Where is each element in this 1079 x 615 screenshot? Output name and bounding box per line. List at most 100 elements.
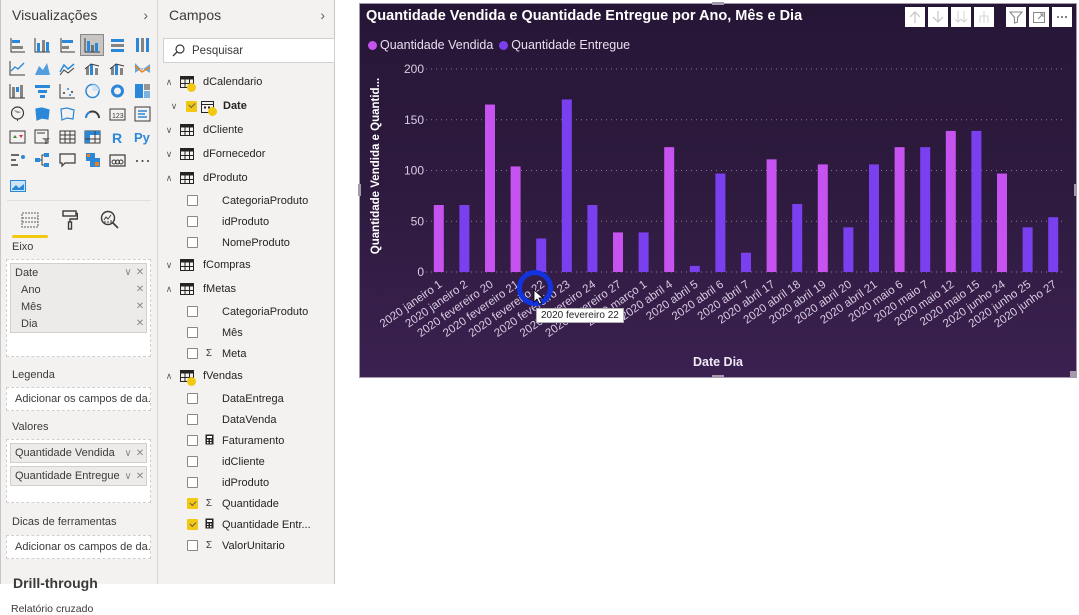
donut-icon[interactable]: [106, 81, 128, 101]
field-idproduto[interactable]: idProduto: [158, 211, 334, 232]
more-icon[interactable]: [131, 150, 153, 170]
resize-handle-corner[interactable]: [1070, 371, 1076, 377]
bar-entregue[interactable]: [561, 99, 572, 272]
chevron-down-icon[interactable]: ∨: [165, 259, 173, 270]
remove-icon[interactable]: ✕: [135, 301, 145, 312]
axis-field-ano[interactable]: Ano ✕: [21, 283, 145, 296]
line-clustered-column-icon[interactable]: [81, 58, 103, 78]
bar-vendida[interactable]: [664, 147, 675, 272]
filter-icon[interactable]: [1006, 7, 1026, 27]
field-quantidade-entr-[interactable]: Quantidade Entr...: [158, 514, 334, 535]
bar-entregue[interactable]: [587, 205, 598, 272]
fields-search-box[interactable]: [163, 38, 335, 63]
clustered-column-chart-visual[interactable]: Quantidade Vendida e Quantidade Entregue…: [358, 2, 1078, 379]
field-m-s[interactable]: Mês: [158, 322, 334, 343]
bar-vendida[interactable]: [766, 159, 777, 272]
bar-entregue[interactable]: [1048, 217, 1059, 272]
table-dproduto[interactable]: ∧ dProduto: [158, 166, 334, 190]
field-faturamento[interactable]: Faturamento: [158, 430, 334, 451]
checkbox[interactable]: [187, 237, 198, 248]
date-hierarchy-field[interactable]: Date ∨ ✕ Ano ✕ Mês ✕ Dia ✕: [10, 263, 147, 333]
field-valorunitario[interactable]: Σ ValorUnitario: [158, 535, 334, 556]
checkbox[interactable]: [187, 498, 198, 509]
100-stacked-bar-icon[interactable]: [106, 35, 128, 55]
bar-vendida[interactable]: [433, 205, 444, 272]
python-visual-icon[interactable]: Py: [131, 127, 153, 147]
checkbox[interactable]: [187, 456, 198, 467]
checkbox[interactable]: [187, 195, 198, 206]
bar-entregue[interactable]: [843, 227, 854, 272]
bar-entregue[interactable]: [920, 147, 931, 272]
values-well[interactable]: Quantidade Vendida ∨ ✕ Quantidade Entreg…: [6, 439, 151, 503]
bar-entregue[interactable]: [869, 164, 879, 272]
chevron-down-icon[interactable]: ∨: [124, 267, 132, 278]
checkbox[interactable]: [186, 100, 197, 112]
bar-entregue[interactable]: [638, 232, 649, 272]
value-field-quantidade-vendida[interactable]: Quantidade Vendida ∨ ✕: [10, 443, 147, 463]
stacked-column-icon[interactable]: [31, 35, 53, 55]
field-dataentrega[interactable]: DataEntrega: [158, 388, 334, 409]
bar-entregue[interactable]: [689, 265, 700, 272]
field-quantidade[interactable]: Σ Quantidade: [158, 493, 334, 514]
value-field-quantidade-entregue[interactable]: Quantidade Entregue ∨ ✕: [10, 466, 147, 486]
clustered-bar-icon[interactable]: [56, 35, 78, 55]
scatter-icon[interactable]: [56, 81, 78, 101]
chevron-up-icon[interactable]: ∧: [165, 283, 173, 294]
checkbox[interactable]: [187, 519, 198, 530]
bar-vendida[interactable]: [510, 166, 521, 272]
chevron-down-icon[interactable]: ∨: [165, 124, 173, 135]
checkbox[interactable]: [187, 327, 198, 338]
kpi-icon[interactable]: [6, 127, 28, 147]
field-datavenda[interactable]: DataVenda: [158, 409, 334, 430]
bar-vendida[interactable]: [485, 104, 495, 273]
table-fvendas[interactable]: ∧ fVendas: [158, 364, 334, 388]
checkbox[interactable]: [187, 348, 198, 359]
legend-well-dropzone[interactable]: Adicionar os campos de da...: [6, 387, 151, 411]
checkbox[interactable]: [187, 435, 198, 446]
field-nomeproduto[interactable]: NomeProduto: [158, 232, 334, 253]
stacked-bar-icon[interactable]: [6, 35, 28, 55]
matrix-icon[interactable]: [81, 127, 103, 147]
drill-up-arrow-icon[interactable]: [905, 7, 925, 27]
r-visual-icon[interactable]: R: [106, 127, 128, 147]
checkbox[interactable]: [187, 540, 198, 551]
table-icon[interactable]: [56, 127, 78, 147]
legend-item-vendida[interactable]: Quantidade Vendida: [368, 38, 493, 52]
chevron-up-icon[interactable]: ∧: [165, 76, 173, 87]
table-fcompras[interactable]: ∨ fCompras: [158, 253, 334, 277]
bar-vendida[interactable]: [894, 147, 905, 272]
chevron-down-icon[interactable]: ∨: [124, 470, 132, 482]
chevron-down-icon[interactable]: ∨: [170, 100, 178, 111]
hierarchy-date[interactable]: ∨ Date: [158, 94, 334, 118]
focus-mode-icon[interactable]: [1029, 7, 1049, 27]
axis-field-mes[interactable]: Mês ✕: [21, 300, 145, 313]
qa-icon[interactable]: [56, 150, 78, 170]
chevron-up-icon[interactable]: ∧: [165, 370, 173, 381]
checkbox[interactable]: [187, 216, 198, 227]
table-dfornecedor[interactable]: ∨ dFornecedor: [158, 142, 334, 166]
custom-visual-icon[interactable]: [8, 178, 28, 194]
clustered-column-icon[interactable]: [80, 34, 104, 56]
area-chart-icon[interactable]: [31, 58, 53, 78]
chevron-down-icon[interactable]: ∨: [165, 148, 173, 159]
field-categoriaproduto[interactable]: CategoriaProduto: [158, 301, 334, 322]
chevron-right-icon[interactable]: ›: [320, 7, 325, 23]
axis-well[interactable]: Date ∨ ✕ Ano ✕ Mês ✕ Dia ✕: [6, 259, 151, 357]
legend-item-entregue[interactable]: Quantidade Entregue: [499, 38, 630, 52]
bar-entregue[interactable]: [459, 205, 470, 272]
chevron-up-icon[interactable]: ∧: [165, 172, 173, 183]
line-chart-icon[interactable]: [6, 58, 28, 78]
table-dcliente[interactable]: ∨ dCliente: [158, 118, 334, 142]
map-icon[interactable]: [6, 104, 28, 124]
pie-icon[interactable]: [81, 81, 103, 101]
remove-icon[interactable]: ✕: [135, 470, 145, 482]
format-paint-roller-icon[interactable]: [57, 207, 83, 233]
resize-handle-bottom[interactable]: [712, 375, 724, 378]
checkbox[interactable]: [187, 414, 198, 425]
table-fmetas[interactable]: ∧ fMetas: [158, 277, 334, 301]
bar-entregue[interactable]: [741, 252, 751, 272]
axis-field-date[interactable]: Date ∨ ✕: [15, 266, 145, 279]
field-meta[interactable]: Σ Meta: [158, 343, 334, 364]
filled-map-icon[interactable]: [31, 104, 53, 124]
